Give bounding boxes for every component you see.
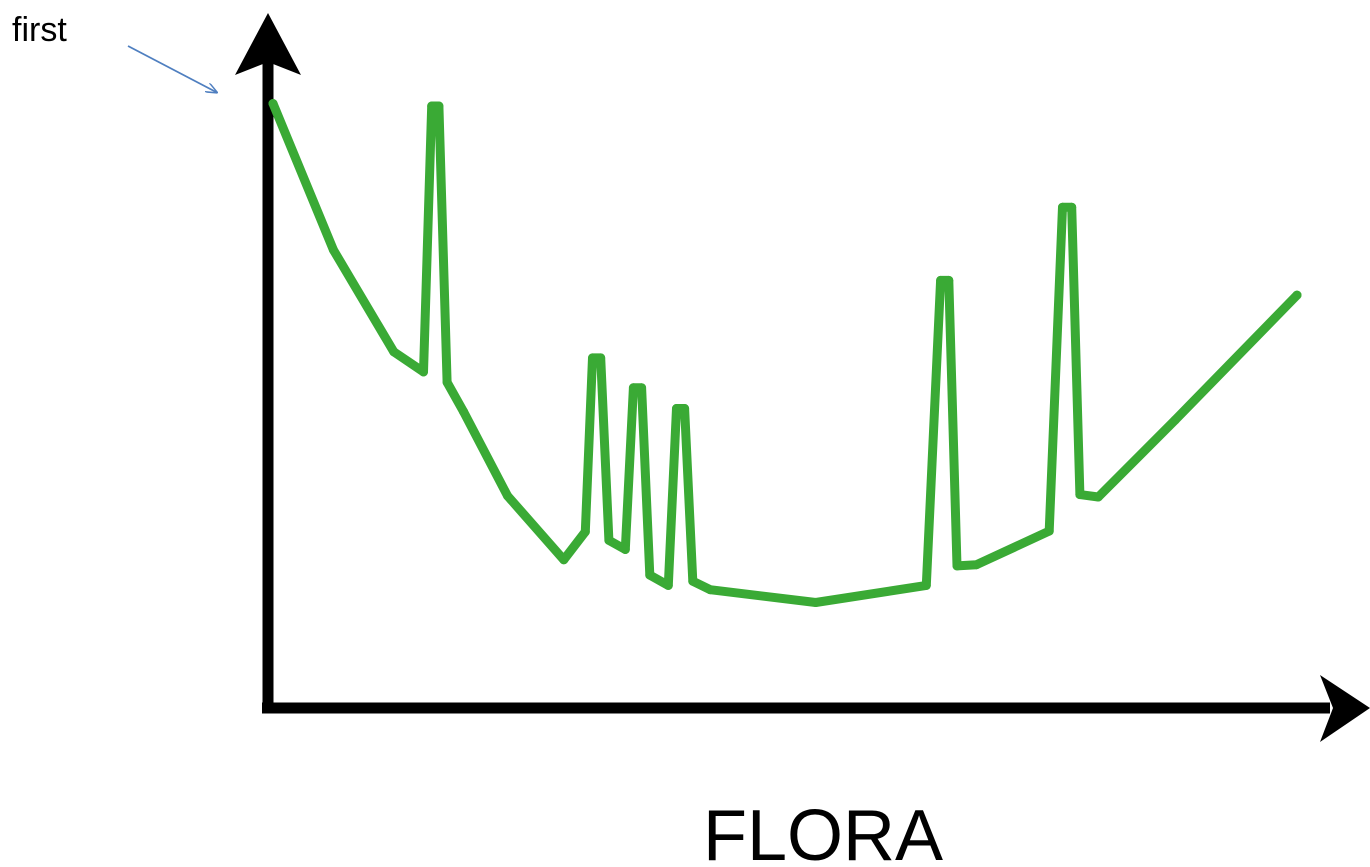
data-point-12 — [596, 353, 606, 363]
data-point-16 — [637, 383, 647, 393]
data-point-9 — [559, 555, 569, 565]
data-point-21 — [688, 576, 698, 586]
data-point-24 — [921, 580, 931, 590]
data-point-32 — [1075, 490, 1085, 500]
data-point-3 — [419, 367, 428, 377]
x-axis-arrowhead — [1320, 675, 1370, 742]
data-point-10 — [580, 527, 590, 537]
data-point-2 — [389, 347, 399, 357]
data-point-33 — [1093, 492, 1103, 502]
data-point-19 — [672, 404, 681, 413]
data-point-1 — [328, 245, 338, 255]
data-point-5 — [434, 101, 444, 111]
point-layer — [268, 99, 1302, 607]
data-point-4 — [427, 101, 437, 111]
data-point-22 — [705, 585, 715, 595]
annotation-arrow — [127, 45, 216, 92]
data-point-26 — [944, 275, 954, 285]
data-point-18 — [663, 580, 673, 590]
data-point-35 — [1292, 290, 1302, 300]
data-point-25 — [936, 275, 946, 285]
data-point-15 — [628, 383, 638, 393]
annotation-label: first — [12, 11, 67, 49]
data-point-20 — [680, 404, 690, 413]
data-point-7 — [459, 407, 468, 417]
data-point-27 — [952, 561, 962, 571]
data-point-29 — [1044, 526, 1054, 536]
data-point-28 — [972, 560, 981, 570]
data-point-31 — [1067, 202, 1077, 212]
data-point-23 — [811, 598, 821, 607]
data-point-17 — [645, 570, 655, 580]
x-axis-label: FLORA — [703, 796, 943, 867]
data-point-30 — [1058, 202, 1067, 212]
data-point-8 — [503, 491, 512, 501]
data-point-14 — [620, 545, 630, 554]
series-line-0 — [268, 99, 1302, 607]
data-point-11 — [588, 353, 597, 363]
series-layer — [268, 99, 1302, 607]
data-point-13 — [604, 535, 614, 545]
data-point-6 — [442, 377, 452, 387]
y-axis-arrowhead — [235, 13, 301, 75]
data-point-34 — [1170, 415, 1180, 425]
data-point-0 — [268, 99, 278, 108]
